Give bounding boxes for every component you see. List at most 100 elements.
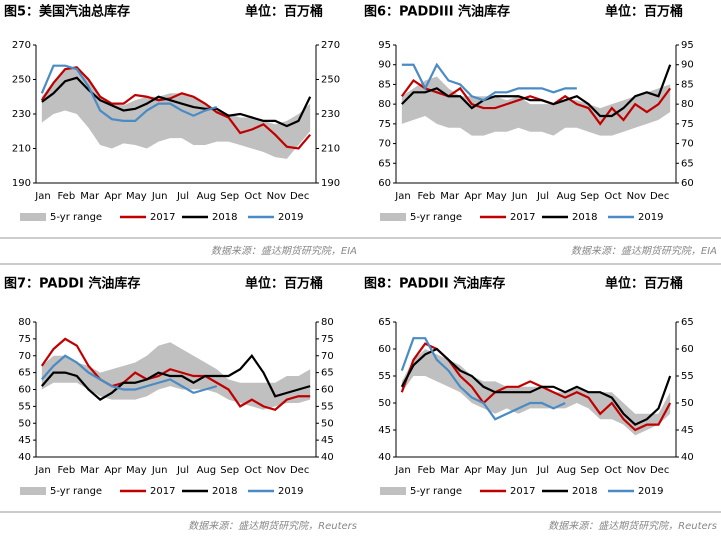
panel: 图8：PADDII 汽油库存 单位：百万桶 40 45 50 55 60 65 40 45 50 55…: [364, 276, 694, 498]
x-tick-label: Oct: [604, 465, 621, 476]
y-tick-label: 70: [378, 139, 391, 150]
series-line: [41, 354, 218, 395]
y2-tick-label: 60: [681, 344, 694, 355]
panel: 图6：PADDIII 汽油库存 单位：百万桶 60 65 70 75 80 85 90 95 60 6…: [364, 4, 694, 224]
x-tick-label: Apr: [104, 465, 122, 476]
legend-label: 2017: [510, 212, 535, 223]
y-tick-label: 65: [18, 368, 31, 379]
y-tick-label: 90: [378, 60, 391, 71]
x-tick-label: Jul: [536, 191, 549, 202]
panel: 图7：PADDI 汽油库存 单位：百万桶 40 45 50 55 60 65 70 75 80 40 4…: [4, 276, 334, 498]
series-line: [401, 64, 672, 118]
y-tick-label: 45: [378, 425, 391, 436]
legend-swatch: [380, 487, 406, 495]
legend-swatch: [380, 213, 406, 221]
y2-tick-label: 50: [321, 418, 334, 429]
y-tick-label: 75: [378, 119, 391, 130]
series-line: [41, 353, 311, 401]
x-tick-label: Aug: [197, 191, 217, 202]
x-tick-label: Mar: [440, 191, 460, 202]
y-tick-label: 65: [378, 317, 391, 328]
y-tick-label: 60: [378, 344, 391, 355]
legend-label: 2017: [150, 486, 175, 497]
y2-tick-label: 40: [321, 452, 334, 463]
y2-tick-label: 70: [321, 351, 334, 362]
y2-tick-label: 60: [681, 178, 694, 189]
y-tick-label: 55: [378, 371, 391, 382]
legend-swatch: [20, 487, 46, 495]
y-tick-label: 75: [18, 334, 31, 345]
y2-tick-label: 45: [681, 425, 694, 436]
source: 数据来源：盛达期货研究院，Reuters: [188, 520, 357, 532]
y2-tick-label: 210: [321, 144, 340, 155]
y-tick-label: 270: [12, 40, 31, 51]
x-tick-label: Oct: [604, 191, 621, 202]
x-tick-label: Nov: [627, 465, 647, 476]
y2-tick-label: 50: [681, 398, 694, 409]
legend-label: 2019: [638, 212, 663, 223]
legend-swatch: [20, 213, 46, 221]
x-tick-label: Nov: [267, 191, 287, 202]
y2-tick-label: 55: [681, 371, 694, 382]
y2-tick-label: 65: [681, 317, 694, 328]
x-tick-label: Sep: [220, 465, 239, 476]
x-tick-label: Oct: [244, 465, 261, 476]
y-tick-label: 190: [12, 178, 31, 189]
legend-label: 2019: [278, 486, 303, 497]
x-tick-label: Aug: [557, 465, 577, 476]
legend-label: 2019: [278, 212, 303, 223]
x-tick-label: Dec: [290, 191, 309, 202]
unit: 单位：百万桶: [605, 276, 683, 292]
x-tick-label: Jul: [176, 465, 189, 476]
legend-label: 2018: [212, 212, 237, 223]
chart-title: 图5：美国汽油总库存: [4, 4, 130, 20]
y2-tick-label: 95: [681, 40, 694, 51]
x-tick-label: Apr: [464, 465, 482, 476]
unit: 单位：百万桶: [245, 4, 323, 20]
y2-tick-label: 80: [681, 99, 694, 110]
x-tick-label: Aug: [197, 465, 217, 476]
x-tick-label: Dec: [650, 465, 669, 476]
range-area: [401, 76, 671, 136]
x-tick-label: Jan: [34, 465, 50, 476]
panel: 图5：美国汽油总库存 单位：百万桶 190 210 230 250 270 190 210 230…: [4, 4, 340, 224]
x-tick-label: Jan: [394, 191, 410, 202]
x-tick-label: May: [486, 465, 507, 476]
y-tick-label: 80: [378, 99, 391, 110]
x-tick-label: Feb: [417, 191, 435, 202]
series-line: [40, 66, 312, 150]
y-tick-label: 65: [378, 158, 391, 169]
series-line: [401, 62, 577, 102]
y-tick-label: 50: [378, 398, 391, 409]
unit: 单位：百万桶: [245, 276, 323, 292]
y-tick-label: 60: [18, 385, 31, 396]
x-tick-label: Apr: [464, 191, 482, 202]
x-tick-label: Nov: [267, 465, 287, 476]
y2-tick-label: 80: [321, 317, 334, 328]
x-tick-label: Jun: [511, 191, 528, 202]
y2-tick-label: 65: [681, 158, 694, 169]
y2-tick-label: 270: [321, 40, 340, 51]
legend-label: 2018: [572, 212, 597, 223]
y-tick-label: 95: [378, 40, 391, 51]
x-tick-label: Jun: [151, 465, 168, 476]
y2-tick-label: 60: [321, 385, 334, 396]
x-tick-label: May: [486, 191, 507, 202]
y-tick-label: 50: [18, 418, 31, 429]
x-tick-label: Jul: [176, 191, 189, 202]
x-tick-label: Jul: [536, 465, 549, 476]
y2-tick-label: 65: [321, 368, 334, 379]
y2-tick-label: 85: [681, 79, 694, 90]
series-line: [400, 347, 672, 426]
series-line: [40, 64, 218, 122]
x-tick-label: Sep: [220, 191, 239, 202]
x-tick-label: Dec: [650, 191, 669, 202]
legend-label: 5-yr range: [410, 212, 462, 223]
y2-tick-label: 45: [321, 435, 334, 446]
y-tick-label: 70: [18, 351, 31, 362]
x-tick-label: May: [126, 465, 147, 476]
x-tick-label: Feb: [57, 465, 75, 476]
range-area: [41, 65, 311, 159]
y-tick-label: 210: [12, 144, 31, 155]
y2-tick-label: 55: [321, 401, 334, 412]
